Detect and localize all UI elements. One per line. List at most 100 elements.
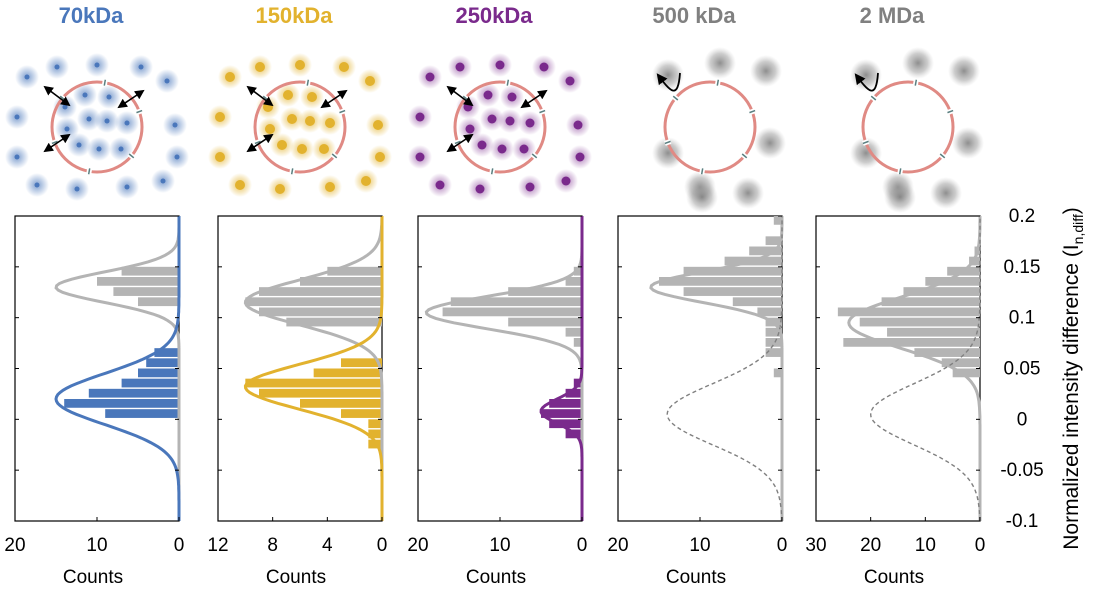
nuclear-membrane <box>861 80 955 174</box>
cargo-blur <box>754 127 786 159</box>
cargo-dot <box>375 152 385 162</box>
y-tick-label: 0.05 <box>1004 359 1041 380</box>
nuclear-membrane <box>50 80 144 174</box>
histogram-bar-colored <box>245 378 382 388</box>
cargo-dot <box>477 140 487 150</box>
cargo-dot <box>74 186 80 192</box>
histogram-bar-colored <box>64 399 179 408</box>
cargo-dot <box>235 180 245 190</box>
cargo-blur <box>704 47 736 79</box>
histogram-bar-gray <box>327 266 382 276</box>
histogram-bar-gray <box>300 277 382 286</box>
histogram-bar-colored <box>341 358 382 368</box>
histogram-bar-colored <box>368 429 382 439</box>
cargo-dot <box>277 140 287 150</box>
y-axis-title-close: ) <box>1060 207 1083 214</box>
cargo-dot <box>539 62 549 72</box>
cargo-dot <box>519 144 529 154</box>
histogram-bar-gray <box>837 307 980 317</box>
nuclear-pore <box>914 79 918 86</box>
histogram-bar-gray <box>245 297 382 307</box>
x-axis-label: Counts <box>63 567 123 588</box>
nuclear-pore <box>539 109 546 114</box>
gaussian-fit-dashed <box>666 216 783 521</box>
y-axis-title-subscript: n,diff <box>1070 214 1086 244</box>
histogram-bar-gray <box>941 358 980 368</box>
histogram-bar-gray <box>683 266 782 276</box>
histogram-bar-colored <box>300 399 382 408</box>
shared-y-axis: -0.1 -0.05 0 0.05 0.1 0.15 0.2 Normalized inten… <box>1000 206 1086 550</box>
y-tick-label: -0.05 <box>1000 460 1043 481</box>
panel-title-70kda: 70kDa <box>59 3 125 28</box>
nuclear-pore <box>306 79 310 86</box>
cargo-dot <box>305 116 315 126</box>
histogram-bar-gray <box>683 287 782 296</box>
nuclear-pore <box>741 153 748 159</box>
nuclear-pore <box>672 95 679 101</box>
diffusion-arrow <box>246 133 274 153</box>
histogram-bar-colored <box>368 419 382 429</box>
y-tick-label: 0.15 <box>1004 257 1041 278</box>
cargo-dot <box>415 112 425 122</box>
cargo-dot <box>325 182 335 192</box>
histogram-bar-colored <box>549 419 582 429</box>
cargo-blur <box>850 137 882 169</box>
nuclear-pore <box>87 168 91 175</box>
x-tick-label: 0 <box>174 535 185 556</box>
histogram-bar-gray <box>773 368 782 378</box>
nuclear-pore <box>506 79 510 86</box>
histogram-bar-gray <box>97 277 179 286</box>
panel-title-150kda: 150kDa <box>255 3 333 28</box>
histogram-bar-gray <box>138 297 179 307</box>
cargo-dot <box>265 124 275 134</box>
panel-titles: 70kDa 150kDa 250kDa 500 kDa 2 MDa <box>59 3 926 28</box>
cargo-blur <box>652 137 684 169</box>
diffusion-arrow <box>446 133 474 153</box>
histogram-bar-colored <box>146 358 179 368</box>
x-tick-label: 0 <box>577 535 588 556</box>
cargo-dot <box>325 118 335 128</box>
histogram-panel-70kda: 20 10 0 Counts <box>4 215 185 588</box>
diffusion-arrow <box>43 85 71 107</box>
diffusion-arrow <box>320 89 348 109</box>
cargo-dot <box>62 104 68 110</box>
nuclear-pore <box>870 95 877 101</box>
histogram-panel-500-kda: 20 10 0 Counts <box>607 215 787 588</box>
cargo-dot <box>263 102 273 112</box>
cargo-dot <box>339 62 349 72</box>
gaussian-fit-gray <box>424 216 584 521</box>
histogram-bar-gray <box>565 277 582 286</box>
cargo-dot <box>297 144 307 154</box>
cargo-dot <box>54 64 60 70</box>
cargo-dot <box>94 62 100 68</box>
cargo-dot <box>275 184 285 194</box>
cargo-blur <box>884 181 916 213</box>
cargo-dot <box>505 116 515 126</box>
y-tick-label: 0.2 <box>1009 206 1035 227</box>
x-tick-label: 10 <box>915 535 936 556</box>
histogram-bar-gray <box>887 327 980 337</box>
cargo-dot <box>525 118 535 128</box>
histogram-bar-gray <box>659 277 782 286</box>
cargo-dot <box>174 154 180 160</box>
histogram-bar-gray <box>914 348 980 357</box>
histogram-bar-gray <box>259 307 382 317</box>
gaussian-fit-colored <box>539 216 584 521</box>
histogram-bar-gray <box>573 338 582 347</box>
cargo-dot <box>483 90 493 100</box>
histogram-bar-gray <box>450 297 582 307</box>
cargo-blur <box>948 55 980 87</box>
nuclear-pore <box>749 109 756 114</box>
histogram-bar-gray <box>442 307 582 317</box>
cell-schematic-500-kda <box>652 47 786 213</box>
cargo-dot <box>495 60 505 70</box>
cargo-dot <box>487 114 497 124</box>
nuclear-pore <box>339 109 346 114</box>
cargo-dot <box>525 182 535 192</box>
cargo-dot <box>497 144 507 154</box>
cargo-dot <box>164 78 170 84</box>
cargo-dot <box>373 120 383 130</box>
histogram-panels: 20 10 0 Counts 12 8 4 0 Counts 20 10 0 Counts 20 10 0 Co… <box>4 215 985 588</box>
nuclear-pore <box>898 168 902 175</box>
cargo-dot <box>507 92 517 102</box>
